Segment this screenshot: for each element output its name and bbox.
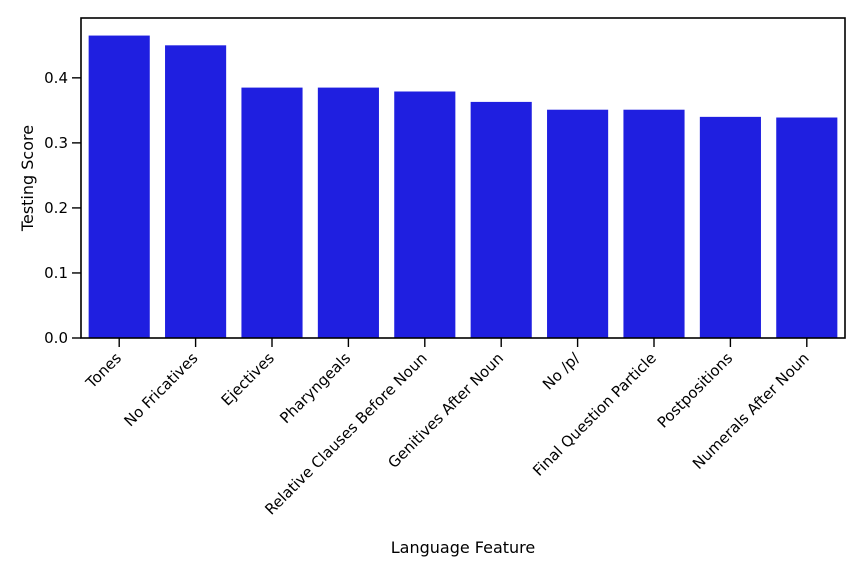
bars-group (88, 35, 838, 339)
bar (241, 87, 303, 338)
bar (394, 91, 456, 338)
y-tick-label: 0.4 (44, 69, 68, 87)
x-tick-label: Final Question Particle (529, 349, 660, 480)
x-tick-label: Relative Clauses Before Noun (261, 349, 430, 518)
bar (317, 87, 379, 338)
bar (470, 101, 532, 338)
x-tick-label: Postpositions (654, 349, 737, 432)
bar (699, 116, 761, 338)
x-tick-label: Pharyngeals (276, 349, 354, 427)
y-tick-label: 0.0 (44, 329, 68, 347)
bar (165, 45, 227, 338)
bar (547, 109, 609, 339)
y-tick-label: 0.1 (44, 264, 68, 282)
bar (776, 117, 838, 338)
bar (623, 109, 685, 339)
x-tick-label: Tones (82, 349, 126, 393)
y-axis: 0.0 0.1 0.2 0.3 0.4 (44, 69, 81, 347)
y-tick-label: 0.3 (44, 134, 68, 152)
x-tick-label: Ejectives (218, 349, 278, 409)
x-axis-title: Language Feature (391, 538, 536, 557)
bar (88, 35, 150, 338)
plot-frame (80, 17, 846, 339)
y-axis-title: Testing Score (18, 125, 37, 232)
x-tick-label: No /p/ (539, 348, 584, 393)
y-tick-label: 0.2 (44, 199, 68, 217)
x-tick-label: No Fricatives (120, 349, 201, 430)
